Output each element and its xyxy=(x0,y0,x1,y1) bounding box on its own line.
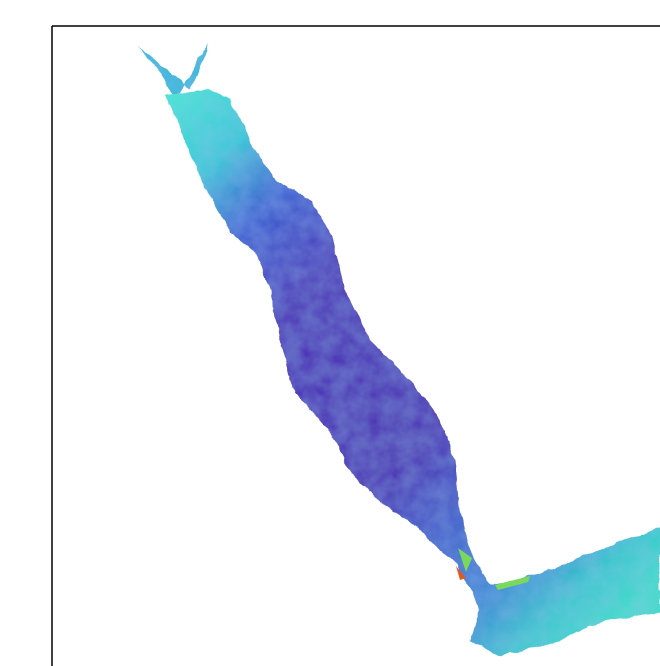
page-body xyxy=(0,0,660,666)
page: Map {} html, body { margin: 0; padding: … xyxy=(0,0,660,666)
sea-field xyxy=(136,44,660,656)
sea xyxy=(165,90,660,656)
map xyxy=(0,0,660,666)
gulf-forks xyxy=(136,44,208,96)
